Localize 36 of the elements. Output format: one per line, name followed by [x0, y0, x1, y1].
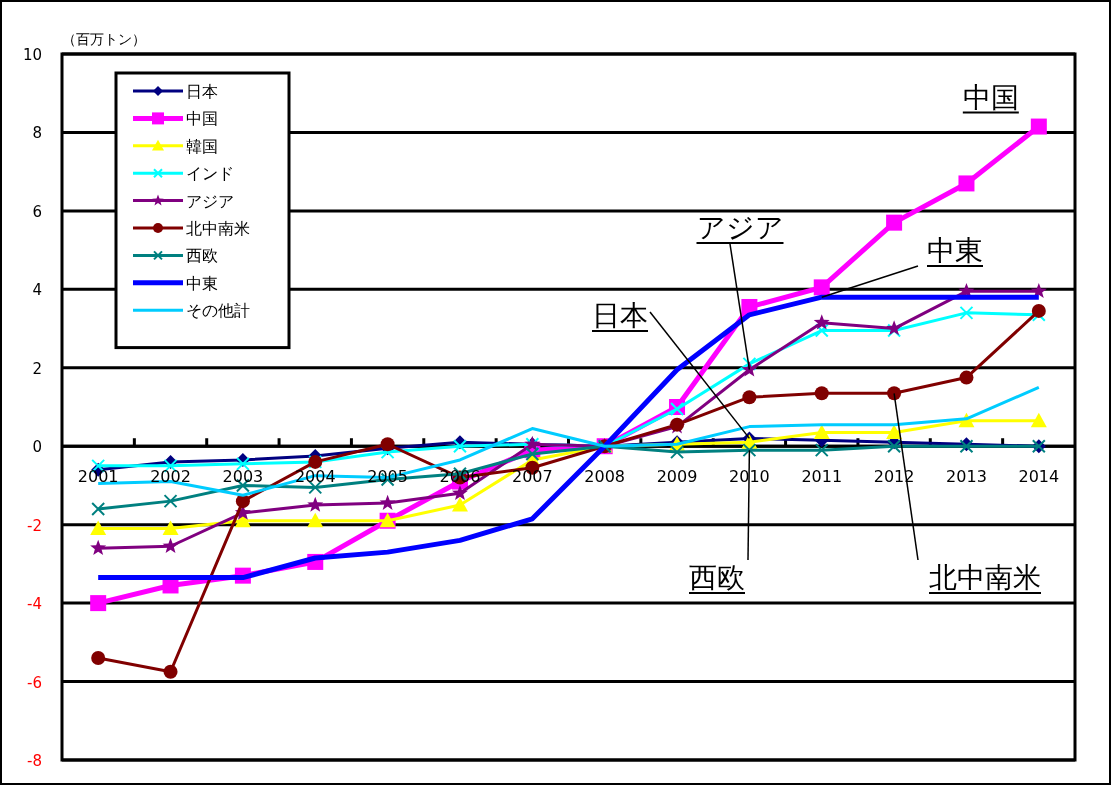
legend-label: 日本: [186, 82, 218, 101]
y-tick-label: -6: [27, 673, 42, 692]
y-axis-title: （百万トン）: [62, 31, 146, 47]
x-tick-label: 2006: [439, 467, 481, 487]
y-tick-label: -4: [27, 595, 42, 614]
legend-label: インド: [186, 164, 234, 184]
legend-label: 北中南米: [186, 219, 250, 238]
x-tick-label: 2007: [511, 467, 553, 487]
y-tick-label: 4: [32, 281, 42, 300]
y-tick-label: 2: [32, 359, 42, 378]
x-tick-label: 2014: [1018, 467, 1060, 487]
x-tick-label: 2011: [801, 467, 843, 487]
y-tick-label: 0: [32, 438, 42, 457]
annotation: 中東: [821, 234, 984, 298]
y-tick-label: -2: [27, 516, 42, 535]
annotation: アジア: [696, 211, 784, 244]
x-tick-label: 2001: [77, 467, 119, 487]
legend-label: 西欧: [186, 246, 218, 266]
y-tick-label: 6: [32, 202, 42, 221]
annotation: 西欧: [689, 561, 745, 594]
legend-label: 韓国: [186, 136, 218, 156]
x-tick-label: 2008: [584, 467, 626, 487]
annotation: 北中南米: [929, 561, 1041, 594]
annotation: 中国: [961, 80, 1020, 114]
x-tick-label: 2009: [656, 467, 698, 487]
legend-label: その他計: [186, 301, 250, 321]
annotation: 日本: [592, 299, 648, 332]
legend-label: 中国: [186, 109, 218, 129]
y-tick-label: 10: [22, 46, 42, 64]
y-tick-label: 8: [32, 124, 42, 143]
y-tick-label: -8: [27, 752, 42, 770]
annotation: 中東: [927, 234, 983, 267]
legend-label: 中東: [186, 273, 218, 293]
x-tick-label: 2013: [946, 467, 987, 487]
legend-label: アジア: [186, 191, 234, 211]
x-tick-label: 2003: [222, 467, 264, 487]
